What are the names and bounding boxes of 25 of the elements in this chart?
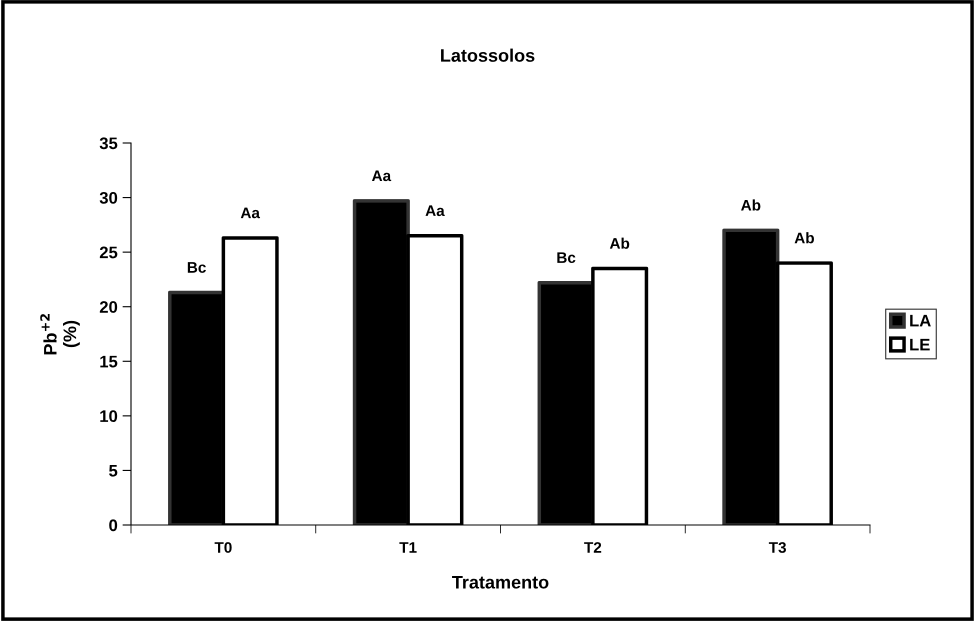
- x-tick-label: T2: [584, 542, 602, 553]
- data-label: Ab: [741, 199, 760, 211]
- y-tick-label: 25: [100, 246, 118, 258]
- x-tick-label: T3: [768, 542, 786, 553]
- data-label: Bc: [188, 262, 206, 273]
- y-tick-label: 15: [100, 356, 118, 368]
- data-label: Bc: [557, 252, 576, 264]
- data-label: Aa: [426, 205, 445, 216]
- data-label: Aa: [240, 208, 260, 218]
- x-tick-label: T1: [399, 542, 417, 553]
- y-tick-label: 0: [109, 519, 118, 532]
- data-label: Ab: [610, 238, 630, 249]
- legend-label: LA: [910, 314, 931, 326]
- y-tick-label: 35: [100, 137, 118, 150]
- y-tick-label: 30: [100, 192, 118, 204]
- y-tick-label: 20: [100, 301, 118, 313]
- chart-title: Latossolos: [441, 48, 534, 62]
- data-label: Ab: [794, 232, 814, 244]
- x-tick-label: T0: [214, 542, 232, 553]
- legend-label: LE: [910, 338, 930, 350]
- y-tick-label: 5: [109, 465, 118, 477]
- data-label: Aa: [372, 170, 392, 182]
- y-axis-title: Pb$^{+2}$ (%): [40, 314, 80, 354]
- y-tick-label: 10: [100, 410, 118, 422]
- x-axis-title: Tratamento: [452, 576, 548, 589]
